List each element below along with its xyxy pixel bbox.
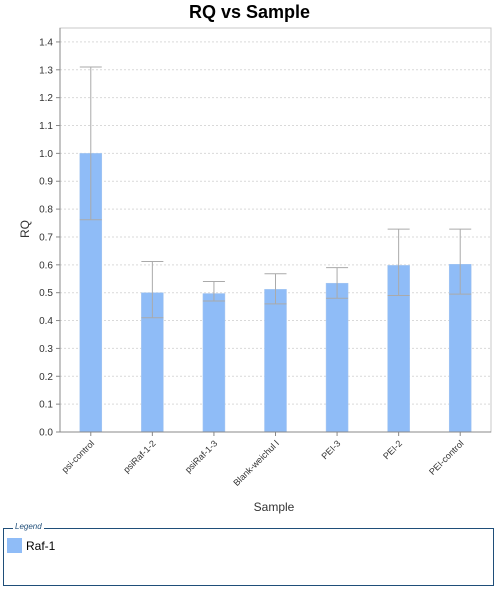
y-tick-label: 0.8 [39,205,53,216]
x-tick-label: psiRaf-1-2 [121,438,157,474]
x-tick-label: psiRaf-1-3 [183,438,219,474]
y-tick-label: 1.0 [39,149,53,160]
y-tick-label: 0.0 [39,428,53,439]
y-tick-labels: 0.0 0.1 0.2 0.3 0.4 0.5 0.6 0.7 0.8 0.9 1.0 1.1 1.2 1… [39,37,53,438]
y-tick-label: 0.9 [39,177,53,188]
error-bars [79,66,472,319]
x-tick-labels: psi-control psiRaf-1-2 psiRaf-1-3 Blank-wei… [60,438,466,488]
chart-plot: 0.0 0.1 0.2 0.3 0.4 0.5 0.6 0.7 0.8 0.9 1.0 1.1 1.2 1… [18,27,492,514]
legend-item-label: Raf-1 [26,539,56,553]
x-tick-label: PEI-3 [319,438,342,461]
y-tick-label: 1.4 [39,37,53,48]
bars [79,153,472,433]
x-tick-label: Blank-weichul l [231,438,281,488]
bar [325,282,349,433]
y-tick-label: 1.3 [39,65,53,76]
y-tick-label: 0.3 [39,344,53,355]
legend-caption: Legend [13,522,44,531]
legend-swatch [7,538,22,553]
y-tick-label: 0.1 [39,400,53,411]
y-tick-label: 1.2 [39,93,53,104]
x-axis-title: Sample [254,500,295,514]
y-tick-label: 0.4 [39,316,53,327]
y-tick-label: 0.7 [39,232,53,243]
x-tick-label: PEI-2 [381,438,404,461]
axes [56,28,491,436]
legend: Legend Raf-1 [3,522,494,586]
y-tick-label: 0.5 [39,288,53,299]
bar [264,289,287,433]
y-tick-label: 0.2 [39,372,53,383]
y-tick-label: 1.1 [39,121,53,132]
chart-title: RQ vs Sample [188,2,311,22]
y-axis-title: RQ [18,220,32,238]
y-tick-label: 0.6 [39,260,53,271]
bar [202,293,226,433]
x-tick-label: PEI-control [427,438,466,477]
x-tick-label: psi-control [60,438,96,474]
